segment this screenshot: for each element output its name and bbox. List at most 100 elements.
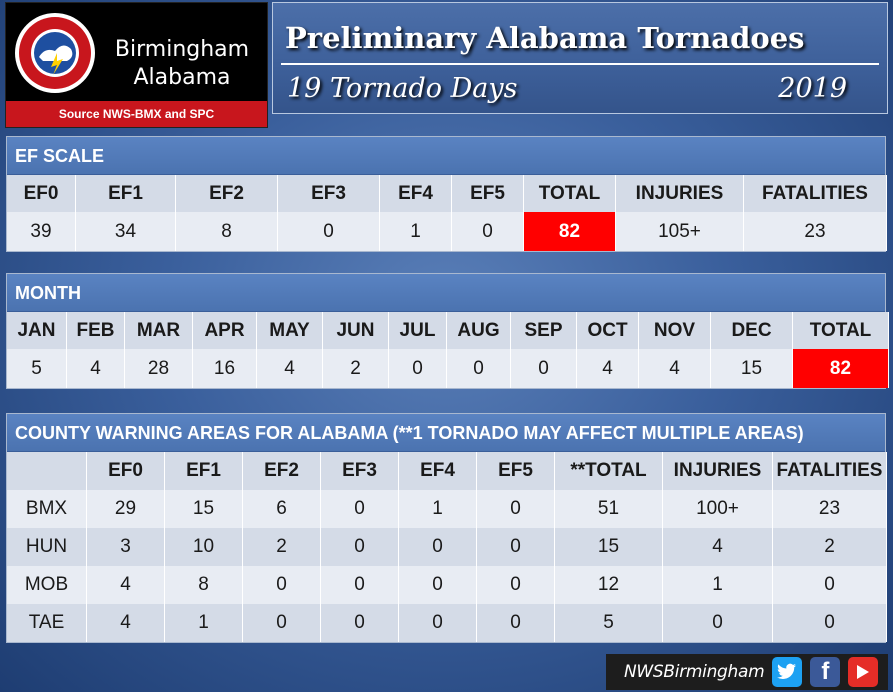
- month-header: DEC: [711, 312, 793, 349]
- cwa-cell: 0: [399, 604, 477, 642]
- ef-value: 0: [278, 212, 380, 251]
- cwa-cell: 51: [555, 490, 663, 528]
- cwa-cell: 12: [555, 566, 663, 604]
- ef-header-injuries: INJURIES: [616, 175, 744, 212]
- month-value: 4: [639, 349, 711, 388]
- cwa-header: **TOTAL: [555, 452, 663, 490]
- cwa-cell: 5: [555, 604, 663, 642]
- ef-header-fatalities: FATALITIES: [744, 175, 887, 212]
- source-banner: Source NWS-BMX and SPC: [6, 101, 267, 127]
- cwa-cell: 15: [555, 528, 663, 566]
- cwa-header: EF0: [87, 452, 165, 490]
- table-row: HUN 3 10 2 0 0 0 15 4 2: [7, 528, 887, 566]
- cwa-cell: 0: [477, 528, 555, 566]
- cwa-cell: 0: [399, 528, 477, 566]
- month-header: JAN: [7, 312, 67, 349]
- logo-city-line1: Birmingham: [114, 37, 250, 62]
- month-value: 16: [193, 349, 257, 388]
- month-header: APR: [193, 312, 257, 349]
- cwa-cell: 4: [87, 604, 165, 642]
- ef-value: 1: [380, 212, 452, 251]
- month-value: 4: [577, 349, 639, 388]
- ef-value: 39: [7, 212, 76, 251]
- cwa-cell: 0: [321, 566, 399, 604]
- month-value: 15: [711, 349, 793, 388]
- cwa-cell: 0: [243, 604, 321, 642]
- cwa-header: EF3: [321, 452, 399, 490]
- month-value: 2: [323, 349, 389, 388]
- cwa-cell: 0: [477, 566, 555, 604]
- month-header: JUN: [323, 312, 389, 349]
- month-header: JUL: [389, 312, 447, 349]
- ef-header: EF5: [452, 175, 524, 212]
- ef-header: EF0: [7, 175, 76, 212]
- ef-value: 0: [452, 212, 524, 251]
- ef-header-total: TOTAL: [524, 175, 616, 212]
- month-value: 5: [7, 349, 67, 388]
- cwa-cell: 1: [399, 490, 477, 528]
- cwa-header: EF5: [477, 452, 555, 490]
- logo-city-line2: Alabama: [133, 65, 231, 90]
- cwa-office-label: TAE: [7, 604, 87, 642]
- month-value: 0: [511, 349, 577, 388]
- table-row: BMX 29 15 6 0 1 0 51 100+ 23: [7, 490, 887, 528]
- page-title: Preliminary Alabama Tornadoes: [285, 21, 805, 55]
- year-label: 2019: [778, 73, 847, 104]
- cwa-header: [7, 452, 87, 490]
- title-divider: [281, 63, 879, 65]
- cwa-cell: 0: [773, 604, 887, 642]
- cwa-cell: 1: [663, 566, 773, 604]
- ef-value: 34: [76, 212, 176, 251]
- table-row: MOB 4 8 0 0 0 0 12 1 0: [7, 566, 887, 604]
- facebook-icon[interactable]: f: [810, 657, 841, 687]
- cwa-cell: 4: [663, 528, 773, 566]
- month-header: MAR: [125, 312, 193, 349]
- cwa-cell: 0: [399, 566, 477, 604]
- social-footer: NWSBirmingham f: [606, 654, 888, 690]
- cwa-cell: 0: [321, 604, 399, 642]
- month-value: 0: [447, 349, 511, 388]
- month-total-value: 82: [793, 349, 889, 388]
- twitter-icon[interactable]: [772, 657, 803, 687]
- month-heading: MONTH: [7, 274, 885, 312]
- ef-header: EF3: [278, 175, 380, 212]
- cwa-header: EF1: [165, 452, 243, 490]
- ef-injuries-value: 105+: [616, 212, 744, 251]
- title-banner: Preliminary Alabama Tornadoes 19 Tornado…: [272, 2, 888, 114]
- month-value: 0: [389, 349, 447, 388]
- ef-header: EF1: [76, 175, 176, 212]
- cwa-office-label: BMX: [7, 490, 87, 528]
- tornado-days-subtitle: 19 Tornado Days: [287, 73, 518, 104]
- ef-scale-heading: EF SCALE: [7, 137, 885, 175]
- cwa-header: FATALITIES: [773, 452, 887, 490]
- youtube-icon[interactable]: [848, 657, 879, 687]
- month-header-total: TOTAL: [793, 312, 889, 349]
- cwa-office-label: HUN: [7, 528, 87, 566]
- nws-seal-icon: [15, 13, 95, 93]
- month-header: FEB: [67, 312, 125, 349]
- ef-scale-table: EF SCALE EF0 EF1 EF2 EF3 EF4 EF5 TOTAL I…: [6, 136, 887, 252]
- cwa-header: INJURIES: [663, 452, 773, 490]
- cwa-cell: 29: [87, 490, 165, 528]
- month-header: OCT: [577, 312, 639, 349]
- ef-total-value: 82: [524, 212, 616, 251]
- cwa-cell: 100+: [663, 490, 773, 528]
- table-row: TAE 4 1 0 0 0 0 5 0 0: [7, 604, 887, 642]
- cwa-header: EF2: [243, 452, 321, 490]
- month-header: SEP: [511, 312, 577, 349]
- month-header: NOV: [639, 312, 711, 349]
- cwa-cell: 0: [243, 566, 321, 604]
- cwa-cell: 2: [773, 528, 887, 566]
- ef-header: EF4: [380, 175, 452, 212]
- cwa-cell: 8: [165, 566, 243, 604]
- cwa-cell: 0: [321, 528, 399, 566]
- month-value: 28: [125, 349, 193, 388]
- cwa-cell: 0: [477, 490, 555, 528]
- month-header: MAY: [257, 312, 323, 349]
- cwa-cell: 1: [165, 604, 243, 642]
- cwa-cell: 10: [165, 528, 243, 566]
- ef-header: EF2: [176, 175, 278, 212]
- cwa-header: EF4: [399, 452, 477, 490]
- month-table: MONTH JAN FEB MAR APR MAY JUN JUL AUG SE…: [6, 273, 889, 389]
- cwa-office-label: MOB: [7, 566, 87, 604]
